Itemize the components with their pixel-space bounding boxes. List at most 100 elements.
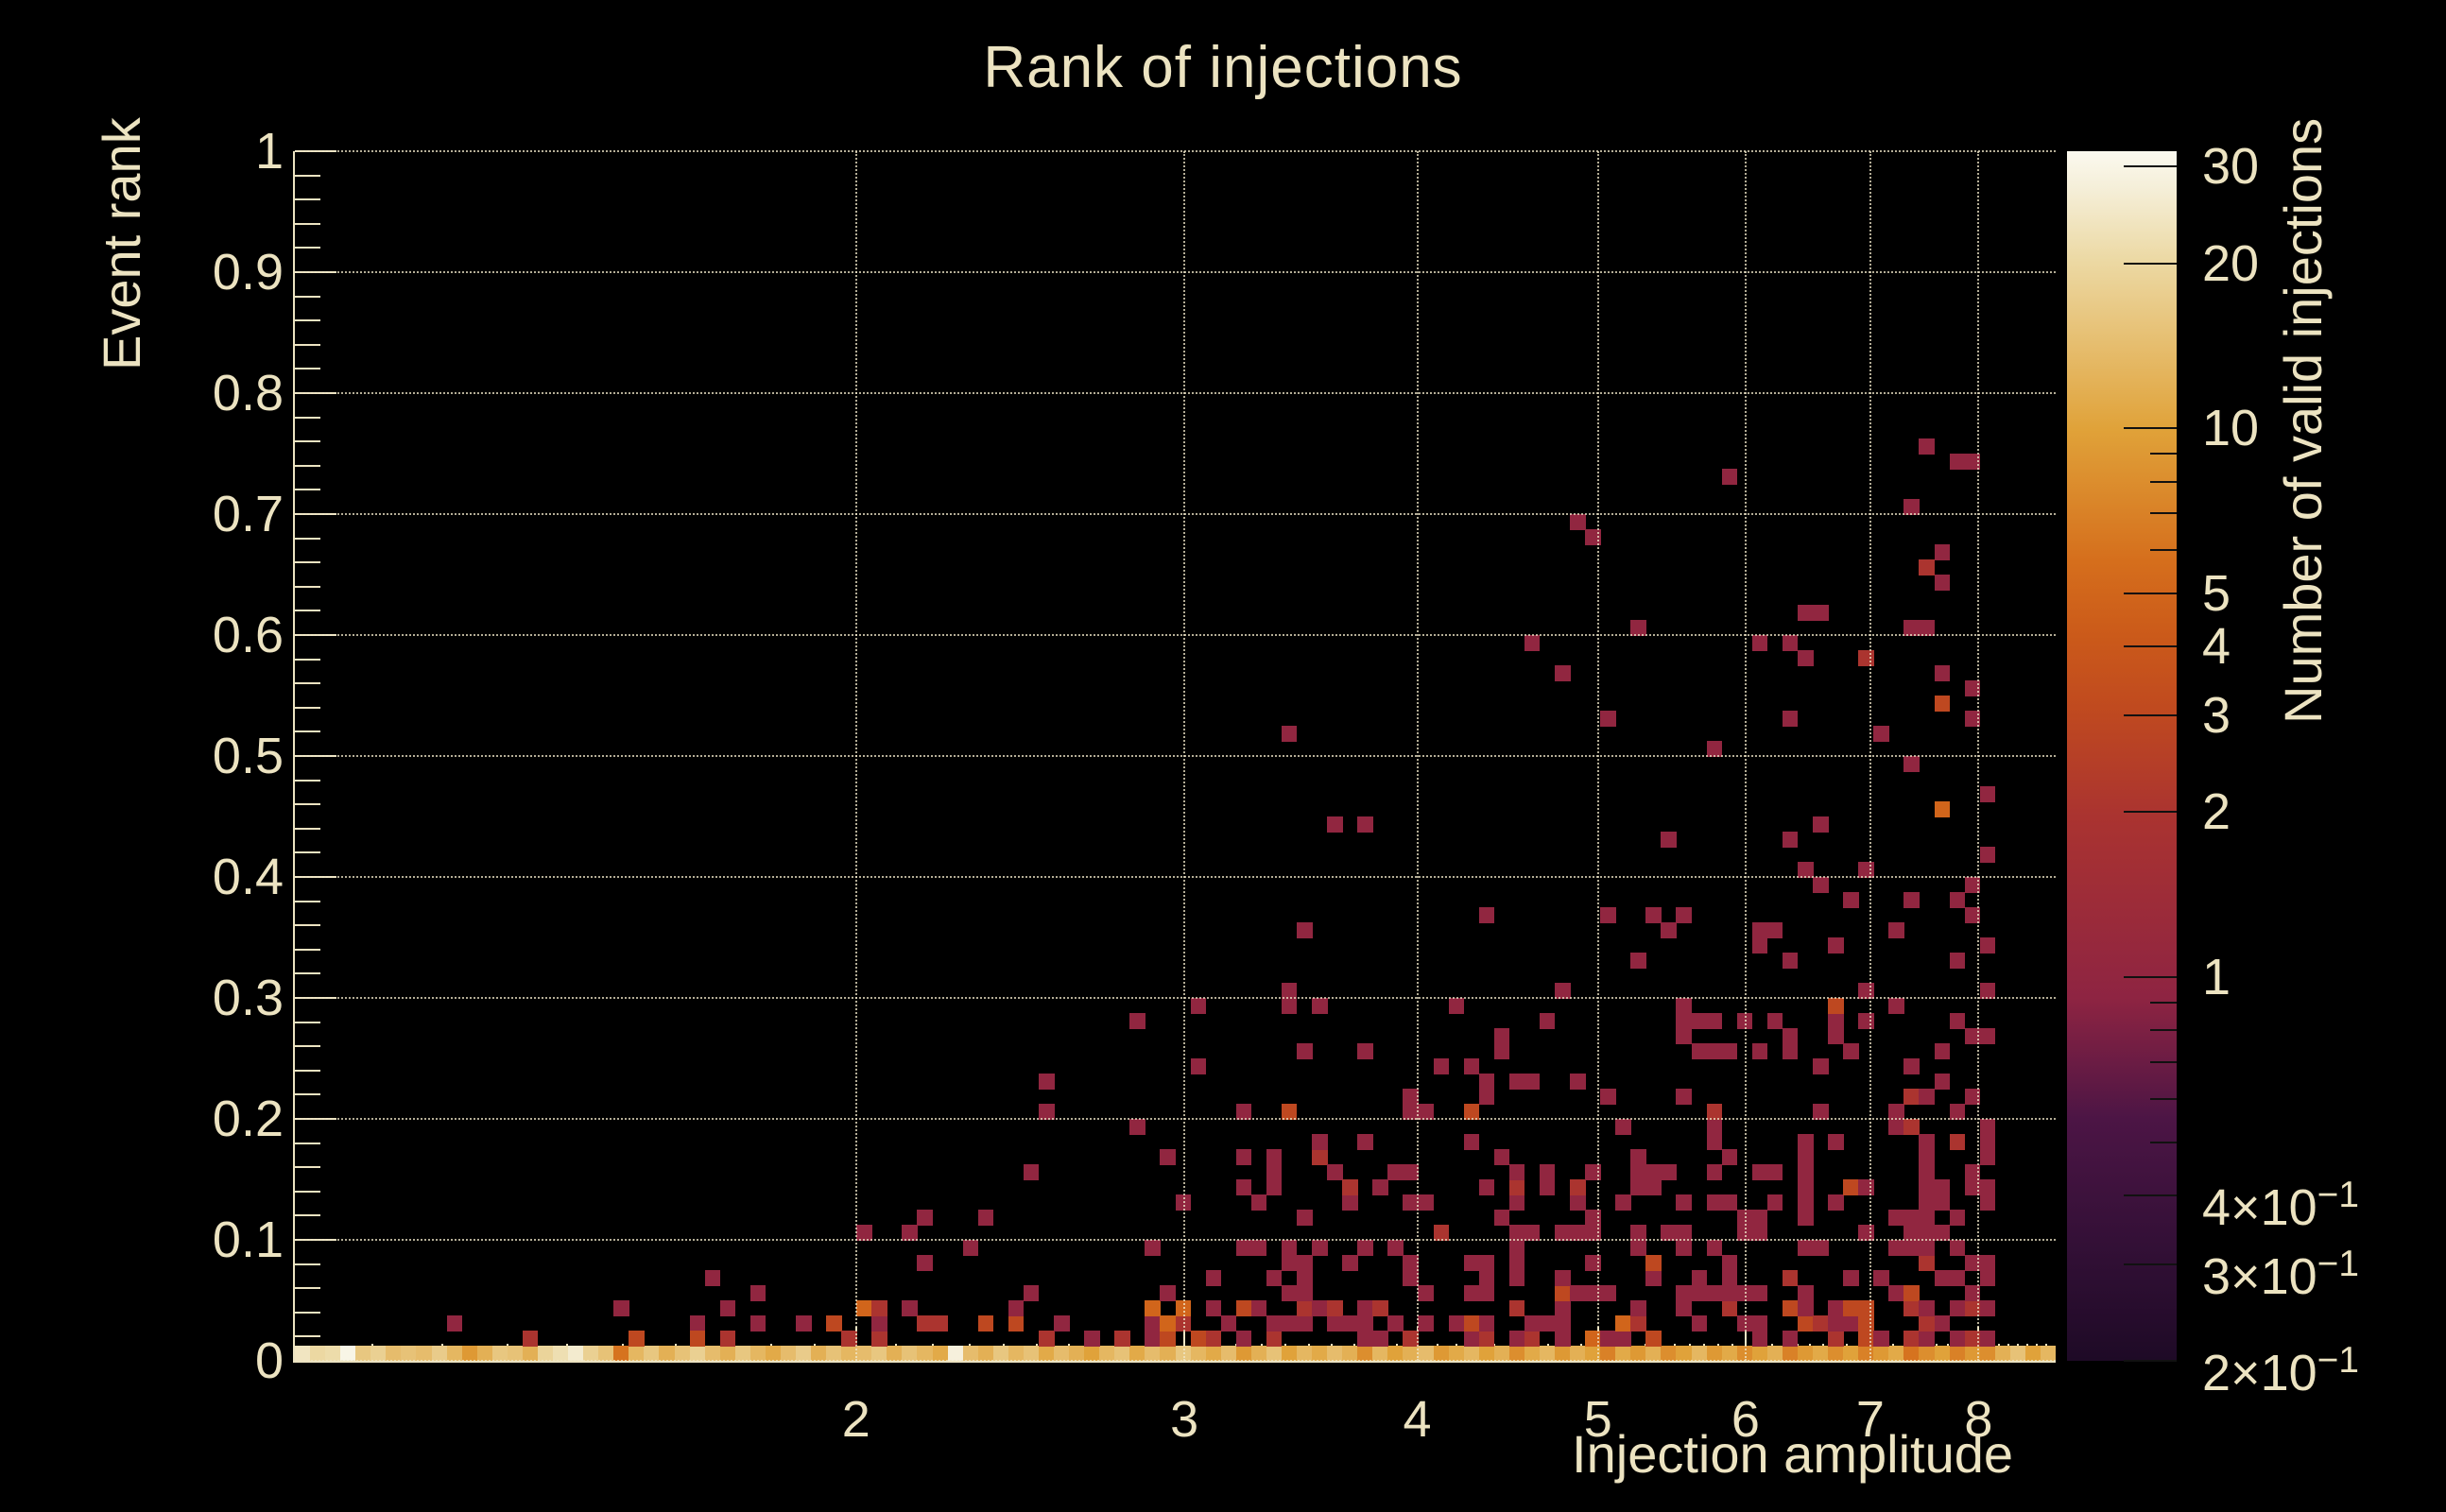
- heatmap-cell: [1342, 1255, 1358, 1271]
- heatmap-cell: [1903, 1285, 1920, 1301]
- heatmap-cell: [598, 1346, 614, 1362]
- heatmap-cell: [1828, 1300, 1844, 1316]
- heatmap-cell: [841, 1346, 857, 1362]
- y-minor-tick: [295, 1021, 320, 1023]
- heatmap-cell: [613, 1346, 629, 1362]
- heatmap-cell: [1054, 1315, 1070, 1332]
- y-gridline: [295, 997, 2056, 999]
- heatmap-cell: [1858, 650, 1874, 666]
- heatmap-cell: [1766, 1346, 1783, 1362]
- y-minor-tick: [295, 295, 320, 298]
- heatmap-cell: [1281, 1255, 1298, 1271]
- heatmap-cell: [1888, 998, 1904, 1014]
- heatmap-cell: [1751, 1315, 1768, 1332]
- colorbar-minor-tick: [2150, 452, 2177, 455]
- heatmap-cell: [1327, 816, 1343, 833]
- heatmap-cell: [1266, 1149, 1283, 1165]
- heatmap-cell: [1903, 1225, 1920, 1241]
- heatmap-cell: [1813, 1240, 1829, 1256]
- heatmap-cell: [871, 1315, 887, 1332]
- heatmap-cell: [1797, 1300, 1814, 1316]
- y-gridline: [295, 271, 2056, 273]
- y-tick-label: 0.6: [212, 607, 284, 663]
- heatmap-cell: [1979, 1300, 1996, 1316]
- heatmap-cell: [1342, 1315, 1358, 1332]
- heatmap-cell: [1645, 1270, 1662, 1286]
- heatmap-cell: [1873, 1331, 1889, 1347]
- y-minor-tick: [295, 440, 320, 443]
- heatmap-cell: [1691, 1285, 1708, 1301]
- y-minor-tick: [295, 537, 320, 540]
- heatmap-cell: [1888, 1240, 1904, 1256]
- heatmap-cell: [1235, 1346, 1252, 1362]
- heatmap-cell: [1205, 1300, 1222, 1316]
- heatmap-cell: [1372, 1179, 1388, 1195]
- heatmap-cell: [1888, 922, 1904, 938]
- heatmap-cell: [386, 1346, 402, 1362]
- heatmap-cell: [446, 1315, 463, 1332]
- heatmap-cell: [1296, 1255, 1313, 1271]
- heatmap-cell: [780, 1346, 797, 1362]
- heatmap-cell: [1463, 1346, 1480, 1362]
- heatmap-cell: [1145, 1315, 1161, 1332]
- heatmap-cell: [1706, 741, 1723, 757]
- heatmap-cell: [1828, 1315, 1844, 1332]
- heatmap-cell: [1281, 983, 1298, 999]
- heatmap-cell: [1630, 1225, 1646, 1241]
- heatmap-cell: [1949, 953, 1966, 969]
- heatmap-cell: [1903, 499, 1920, 515]
- heatmap-cell: [1235, 1179, 1252, 1195]
- y-minor-tick: [295, 1093, 320, 1096]
- heatmap-cell: [1570, 1074, 1586, 1090]
- heatmap-cell: [1433, 1058, 1450, 1074]
- heatmap-cell: [1797, 1240, 1814, 1256]
- y-minor-tick: [295, 948, 320, 951]
- heatmap-cell: [1266, 1331, 1283, 1347]
- heatmap-cell: [1250, 1346, 1267, 1362]
- heatmap-cell: [1903, 1346, 1920, 1362]
- heatmap-cell: [1888, 1210, 1904, 1226]
- heatmap-cell: [1555, 1331, 1571, 1347]
- heatmap-cell: [1524, 635, 1541, 651]
- y-tick-label: 0.8: [212, 365, 284, 421]
- heatmap-cell: [1949, 1134, 1966, 1150]
- heatmap-cell: [583, 1346, 599, 1362]
- heatmap-cell: [568, 1346, 584, 1362]
- heatmap-cell: [1888, 1104, 1904, 1120]
- heatmap-cell: [1296, 1210, 1313, 1226]
- y-minor-tick: [295, 1214, 320, 1217]
- heatmap-cell: [1418, 1194, 1434, 1211]
- y-minor-tick: [295, 1311, 320, 1314]
- heatmap-cell: [1114, 1331, 1130, 1347]
- heatmap-cell: [962, 1240, 979, 1256]
- chart-title: Rank of injections: [983, 35, 1463, 100]
- y-minor-tick: [295, 1069, 320, 1072]
- heatmap-cell: [932, 1346, 949, 1362]
- heatmap-cell: [1676, 1240, 1693, 1256]
- heatmap-cell: [841, 1331, 857, 1347]
- heatmap-cell: [1813, 816, 1829, 833]
- heatmap-cell: [1160, 1315, 1176, 1332]
- heatmap-cell: [1858, 1013, 1874, 1029]
- heatmap-cell: [1691, 1043, 1708, 1059]
- heatmap-cell: [1903, 1331, 1920, 1347]
- heatmap-cell: [1327, 1300, 1343, 1316]
- heatmap-cell: [1493, 1043, 1510, 1059]
- heatmap-cell: [1327, 1346, 1343, 1362]
- heatmap-cell: [1706, 1013, 1723, 1029]
- heatmap-cell: [1160, 1285, 1176, 1301]
- y-tick-label: 0.7: [212, 486, 284, 542]
- heatmap-cell: [1508, 1270, 1525, 1286]
- x-tick-label: 3: [1170, 1391, 1199, 1448]
- heatmap-cell: [1813, 1104, 1829, 1120]
- heatmap-cell: [1813, 1346, 1829, 1362]
- heatmap-cell: [795, 1346, 812, 1362]
- heatmap-cell: [1782, 1270, 1799, 1286]
- heatmap-cell: [1296, 922, 1313, 938]
- colorbar-minor-tick: [2150, 549, 2177, 552]
- heatmap-cell: [1721, 1300, 1738, 1316]
- heatmap-cell: [1508, 1194, 1525, 1211]
- heatmap-cell: [1250, 1300, 1267, 1316]
- heatmap-cell: [719, 1346, 736, 1362]
- heatmap-cell: [629, 1346, 645, 1362]
